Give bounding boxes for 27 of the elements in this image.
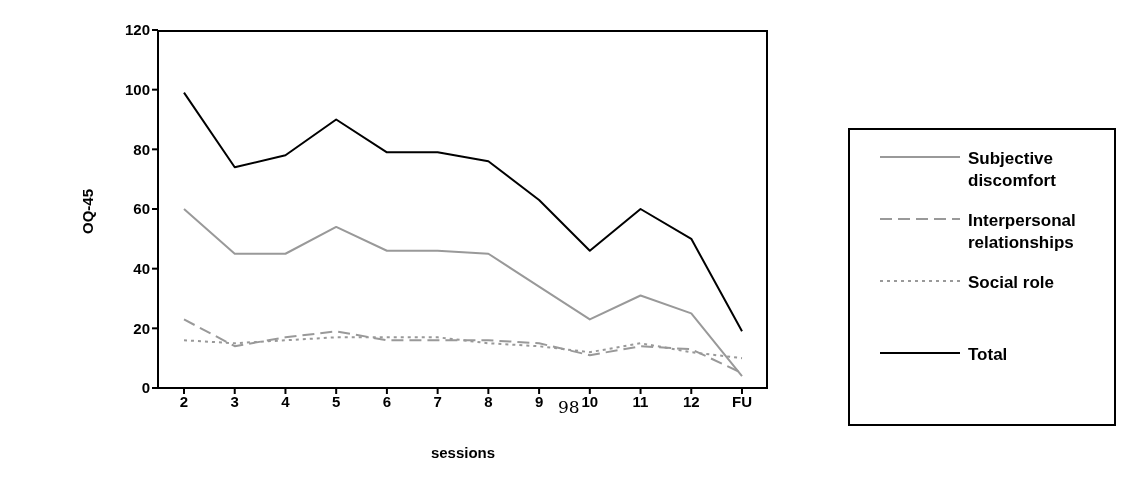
y-tick-label: 100 — [124, 80, 150, 98]
y-tick-label: 120 — [124, 21, 150, 39]
x-tick-label: 5 — [332, 392, 341, 410]
x-tick-label: 3 — [230, 392, 239, 410]
x-tick-label: 4 — [281, 392, 291, 410]
x-tick-label: FU — [732, 392, 752, 410]
y-tick-label: 20 — [133, 319, 150, 337]
x-tick-label: 6 — [382, 392, 392, 410]
legend-label: Interpersonal relationships — [968, 210, 1077, 254]
legend-label: Total — [968, 344, 1009, 366]
x-tick-label: 9 — [534, 392, 544, 410]
text: 98 — [558, 397, 580, 417]
y-tick-label: 80 — [133, 140, 150, 158]
legend-label: Social role — [968, 272, 1055, 294]
x-tick-label: 11 — [632, 392, 649, 410]
legend-label: Subjective discomfort — [968, 148, 1057, 192]
x-tick-label: 2 — [179, 392, 189, 410]
y-tick-label: 60 — [133, 200, 150, 218]
y-axis-title: OQ-45 — [79, 188, 97, 234]
x-tick-label: 10 — [581, 392, 599, 410]
x-tick-label: 12 — [682, 392, 700, 410]
x-tick-label: 7 — [433, 392, 442, 410]
y-tick-label: 0 — [141, 379, 150, 397]
line-series — [183, 91, 743, 333]
x-axis-title: sessions — [430, 444, 496, 461]
y-tick-label: 40 — [133, 259, 150, 277]
x-tick-label: 8 — [484, 392, 493, 410]
